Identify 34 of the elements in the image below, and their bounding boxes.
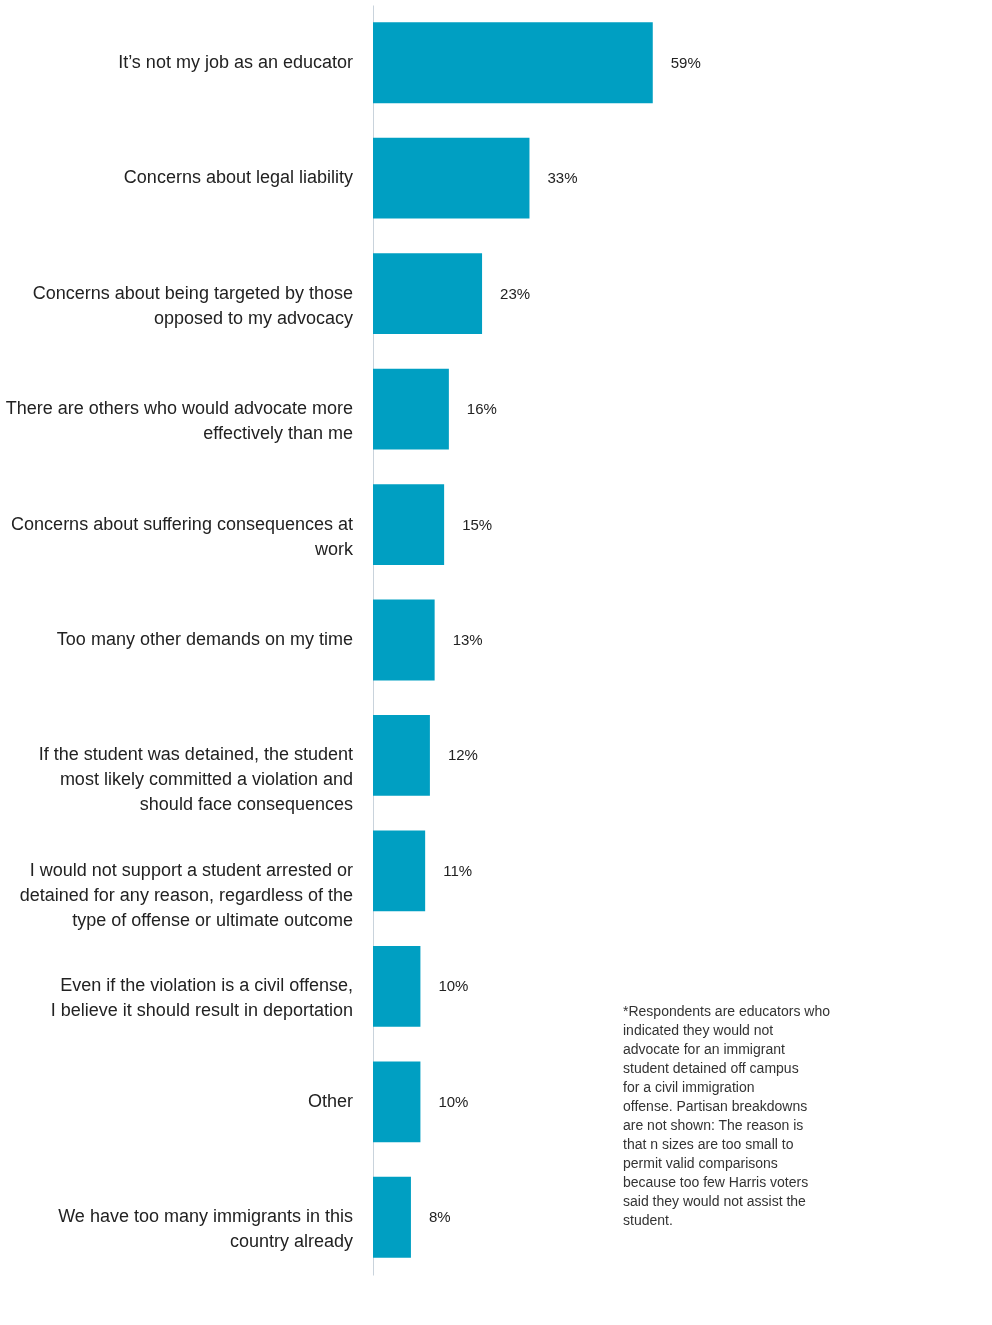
bar <box>373 1176 411 1258</box>
y-tick-label: There are others who would advocate more effectively than me <box>5 398 353 444</box>
y-tick-label: It’s not my job as an educator <box>118 51 353 72</box>
data-label: 33% <box>547 169 578 187</box>
data-label: 8% <box>428 1208 451 1226</box>
text: *Respondents are educators who indicated they would not advocate for an immigrant student detained off campus for a civil immigration offense. Partisan breakdowns are not shown: The reason is that n sizes are too small to permit valid comparisons because too few Harris voters said they would not assist the student. <box>623 1003 831 1228</box>
data-label: 16% <box>466 400 497 418</box>
y-tick-label: I would not support a student arrested or detained for any reason, regardless of the type of offense or ultimate outcome <box>19 859 353 930</box>
bar <box>373 368 449 450</box>
y-tick-label: We have too many immigrants in this country already <box>58 1206 353 1252</box>
bar <box>373 484 445 565</box>
bar <box>373 715 430 796</box>
data-label: 12% <box>447 746 478 764</box>
y-tick-label: Too many other demands on my time <box>56 629 353 649</box>
y-tick-label: Other <box>307 1090 353 1111</box>
bar <box>373 22 653 104</box>
data-label: 13% <box>452 631 483 648</box>
y-tick-label: Concerns about being targeted by those opposed to my advocacy <box>32 282 353 328</box>
bar <box>373 830 426 912</box>
y-tick-label: Concerns about suffering consequences at work <box>11 513 354 559</box>
bar <box>373 1061 421 1143</box>
data-label: 59% <box>670 53 701 71</box>
data-label: 10% <box>438 1092 469 1110</box>
bar <box>373 945 421 1027</box>
data-label: 10% <box>438 977 469 995</box>
y-tick-label: Concerns about legal liability <box>123 167 353 188</box>
bar <box>373 599 435 681</box>
bar <box>373 253 483 335</box>
bar <box>373 137 530 219</box>
data-label: 11% <box>443 861 473 879</box>
data-label: 23% <box>500 284 531 302</box>
data-label: 15% <box>462 515 493 533</box>
y-tick-label: If the student was detained, the student most likely committed a violation and should face consequences <box>38 744 353 815</box>
y-tick-label: Even if the violation is a civil offense, I believe it should result in deportation <box>50 975 353 1021</box>
